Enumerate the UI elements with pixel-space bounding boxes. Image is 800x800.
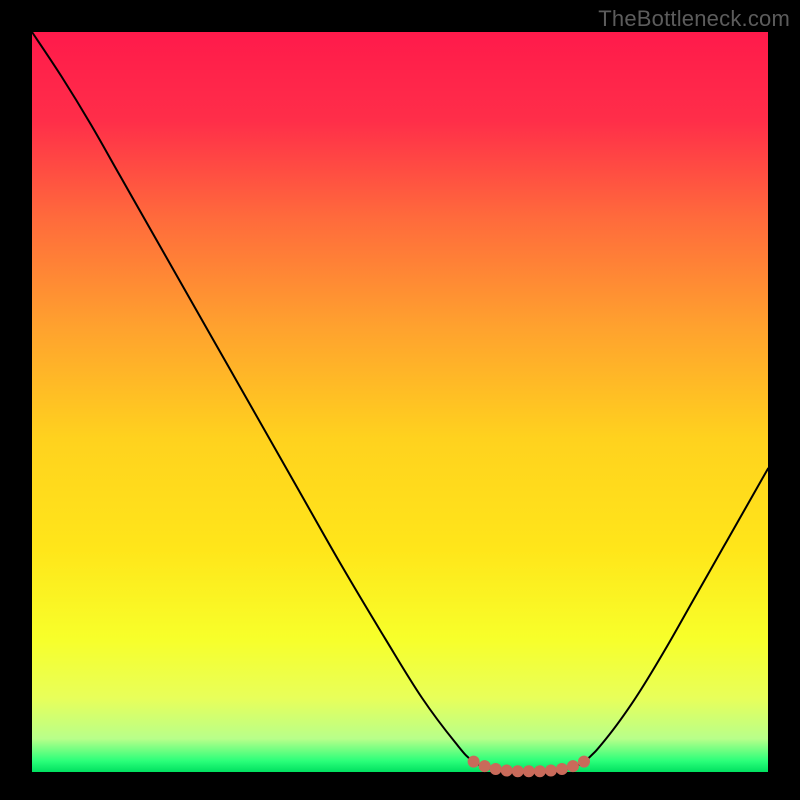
chart-container: TheBottleneck.com [0, 0, 800, 800]
bottleneck-chart [0, 0, 800, 800]
watermark-text: TheBottleneck.com [598, 6, 790, 32]
